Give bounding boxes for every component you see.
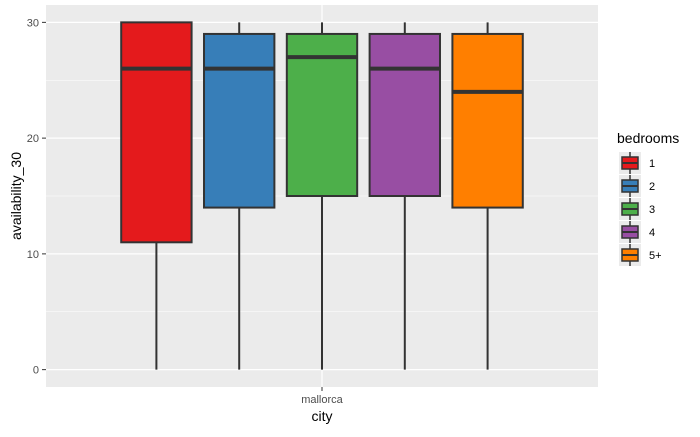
x-tick-label: mallorca [301, 394, 343, 406]
x-axis-title: city [312, 408, 333, 424]
box-bedrooms-3 [285, 22, 359, 370]
y-axis: 0 10 20 30 [27, 17, 46, 377]
box-bedrooms-5+ [451, 22, 524, 370]
legend-label: 5+ [649, 250, 662, 262]
legend-label: 3 [649, 204, 655, 216]
x-axis: mallorca [301, 387, 344, 406]
box-body [203, 32, 276, 209]
y-tick-label: 30 [27, 17, 39, 29]
box-body [368, 32, 441, 197]
legend-title: bedrooms [617, 130, 679, 146]
legend-item-2: 2 [619, 175, 655, 197]
box-body [120, 21, 193, 244]
legend-item-1: 1 [619, 152, 655, 174]
y-tick-label: 10 [27, 249, 39, 261]
legend-item-5+: 5+ [619, 244, 662, 266]
y-axis-title: availability_30 [8, 152, 24, 240]
boxes [120, 21, 524, 370]
y-tick-label: 20 [27, 133, 39, 145]
box-bedrooms-2 [203, 22, 276, 370]
legend: bedrooms 1 2 3 4 5+ [617, 130, 679, 266]
legend-label: 4 [649, 227, 655, 239]
legend-label: 1 [649, 158, 655, 170]
box-body [285, 32, 359, 197]
box-bedrooms-4 [368, 22, 441, 370]
legend-item-3: 3 [619, 198, 655, 220]
y-tick-label: 0 [33, 365, 39, 377]
box-body [451, 32, 524, 209]
box-bedrooms-1 [120, 21, 193, 370]
legend-item-4: 4 [619, 221, 655, 243]
legend-label: 2 [649, 181, 655, 193]
